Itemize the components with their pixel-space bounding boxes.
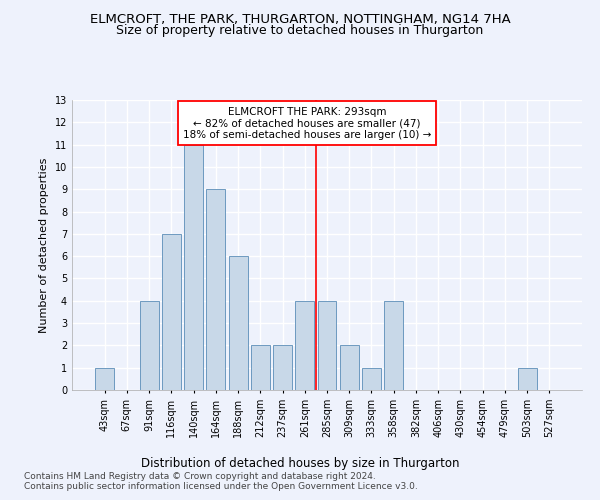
Bar [140,301,158,390]
Y-axis label: Number of detached properties: Number of detached properties [39,158,49,332]
Text: ELMCROFT THE PARK: 293sqm
← 82% of detached houses are smaller (47)
18% of semi-: ELMCROFT THE PARK: 293sqm ← 82% of detac… [183,106,431,140]
Text: Contains public sector information licensed under the Open Government Licence v3: Contains public sector information licen… [24,482,418,491]
Bar [184,144,203,390]
Bar [340,346,359,390]
Bar [384,301,403,390]
Bar [273,346,292,390]
Bar [206,189,225,390]
Bar [295,301,314,390]
Text: Contains HM Land Registry data © Crown copyright and database right 2024.: Contains HM Land Registry data © Crown c… [24,472,376,481]
Text: Distribution of detached houses by size in Thurgarton: Distribution of detached houses by size … [141,458,459,470]
Bar [162,234,181,390]
Text: ELMCROFT, THE PARK, THURGARTON, NOTTINGHAM, NG14 7HA: ELMCROFT, THE PARK, THURGARTON, NOTTINGH… [89,12,511,26]
Bar [229,256,248,390]
Bar [362,368,381,390]
Bar [518,368,536,390]
Bar [251,346,270,390]
Text: Size of property relative to detached houses in Thurgarton: Size of property relative to detached ho… [116,24,484,37]
Bar [317,301,337,390]
Bar [95,368,114,390]
